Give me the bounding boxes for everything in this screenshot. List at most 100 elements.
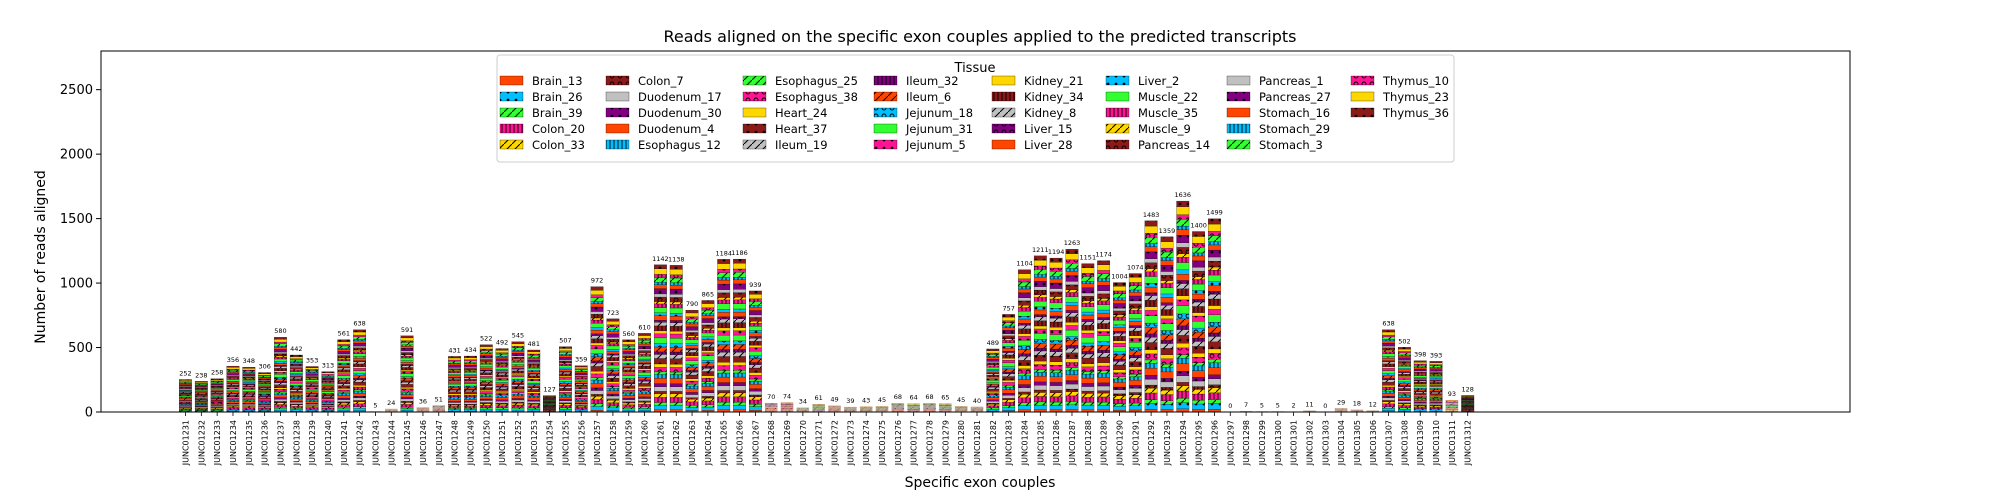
bar-segment — [479, 355, 493, 359]
bar-segment — [448, 401, 461, 403]
bar-segment — [1192, 260, 1205, 268]
bar-segment — [479, 370, 493, 373]
bar-segment — [479, 353, 493, 356]
data-label: 492 — [496, 339, 508, 347]
bar-segment — [717, 402, 731, 406]
data-label: 610 — [638, 323, 650, 331]
bar-segment — [1160, 381, 1174, 388]
bar-segment — [511, 359, 525, 361]
bar-segment — [210, 407, 224, 409]
bar-segment — [559, 382, 572, 386]
bar-segment — [400, 348, 414, 352]
bar-segment — [1160, 400, 1174, 405]
bar-segment — [559, 369, 572, 372]
bar-segment — [1128, 303, 1142, 309]
bar-segment — [1176, 363, 1190, 372]
bar-segment — [1398, 388, 1411, 392]
bar-segment — [590, 353, 604, 357]
bar-segment — [527, 399, 541, 402]
bar-stack — [590, 286, 604, 413]
bar-segment — [1049, 401, 1063, 406]
bar-segment — [321, 379, 335, 381]
bar-segment — [464, 408, 477, 410]
bar-segment — [749, 372, 762, 376]
bar-segment — [701, 350, 715, 353]
bar-segment — [210, 394, 224, 396]
bar-segment — [606, 400, 620, 403]
bar-segment — [1192, 341, 1205, 347]
bar-segment — [289, 373, 303, 375]
bar-segment — [464, 375, 477, 378]
data-label: 49 — [830, 396, 838, 404]
bar-segment — [464, 391, 477, 394]
bar-segment — [669, 331, 683, 335]
bar-segment — [1113, 331, 1126, 334]
bar-segment — [337, 395, 351, 399]
bar-segment — [622, 397, 636, 400]
bar-segment — [638, 381, 651, 384]
bar-segment — [321, 374, 335, 376]
bar-segment — [559, 399, 572, 401]
bar-segment — [1160, 348, 1174, 355]
legend-swatch — [742, 123, 767, 134]
bar-segment — [1113, 297, 1126, 301]
x-tick-label: JUNC01253 — [530, 420, 539, 466]
bar-segment — [590, 314, 604, 319]
bar-segment — [289, 386, 303, 389]
bar-segment — [1413, 368, 1427, 371]
bar-segment — [654, 358, 667, 365]
bar-segment — [400, 346, 414, 349]
bar-segment — [1033, 328, 1047, 334]
bar-segment — [1144, 403, 1158, 410]
bar-segment — [749, 321, 762, 324]
bar-segment — [274, 358, 287, 362]
bar-segment — [464, 394, 477, 397]
bar-segment — [527, 371, 541, 374]
bar-segment — [1097, 309, 1111, 314]
bar-segment — [274, 370, 287, 373]
bar-segment — [289, 376, 303, 378]
bar-segment — [559, 385, 572, 387]
bar-segment — [274, 368, 287, 371]
bar-segment — [321, 402, 335, 405]
bar-segment — [590, 406, 604, 411]
bar-segment — [1081, 302, 1095, 307]
bar-segment — [559, 354, 572, 356]
bar-segment — [511, 373, 525, 375]
bar-segment — [1192, 252, 1205, 257]
bar-segment — [574, 407, 588, 410]
bar-segment — [1081, 402, 1095, 406]
bar-segment — [353, 340, 367, 344]
bar-segment — [210, 392, 224, 394]
bar-segment — [210, 397, 224, 399]
bar-segment — [1382, 389, 1395, 392]
bar-segment — [638, 393, 651, 397]
bar-segment — [400, 335, 414, 339]
bar-segment — [1049, 257, 1063, 263]
bar-segment — [1413, 375, 1427, 378]
bar-segment — [1097, 349, 1111, 353]
bar-segment — [654, 325, 667, 332]
bar-stack — [812, 404, 825, 412]
bar-segment — [258, 380, 272, 382]
bar-segment — [1176, 335, 1190, 344]
bar-segment — [749, 310, 762, 316]
bar-segment — [1192, 231, 1205, 237]
bar-segment — [1176, 200, 1190, 208]
bar-segment — [1033, 309, 1047, 315]
bar-segment — [210, 383, 224, 385]
x-tick-label: JUNC01249 — [466, 420, 475, 466]
bar-segment — [1208, 321, 1221, 327]
bar-segment — [1097, 285, 1111, 291]
bar-segment — [1033, 355, 1047, 362]
bar-segment — [527, 365, 541, 367]
bar-segment — [1065, 339, 1079, 346]
bar-segment — [179, 404, 192, 406]
bar-segment — [1018, 353, 1031, 357]
bar-segment — [701, 381, 715, 384]
data-label: 40 — [973, 397, 981, 405]
bar-segment — [242, 398, 256, 400]
bar-segment — [353, 390, 367, 394]
bar-segment — [654, 312, 667, 316]
bar-segment — [685, 339, 699, 344]
